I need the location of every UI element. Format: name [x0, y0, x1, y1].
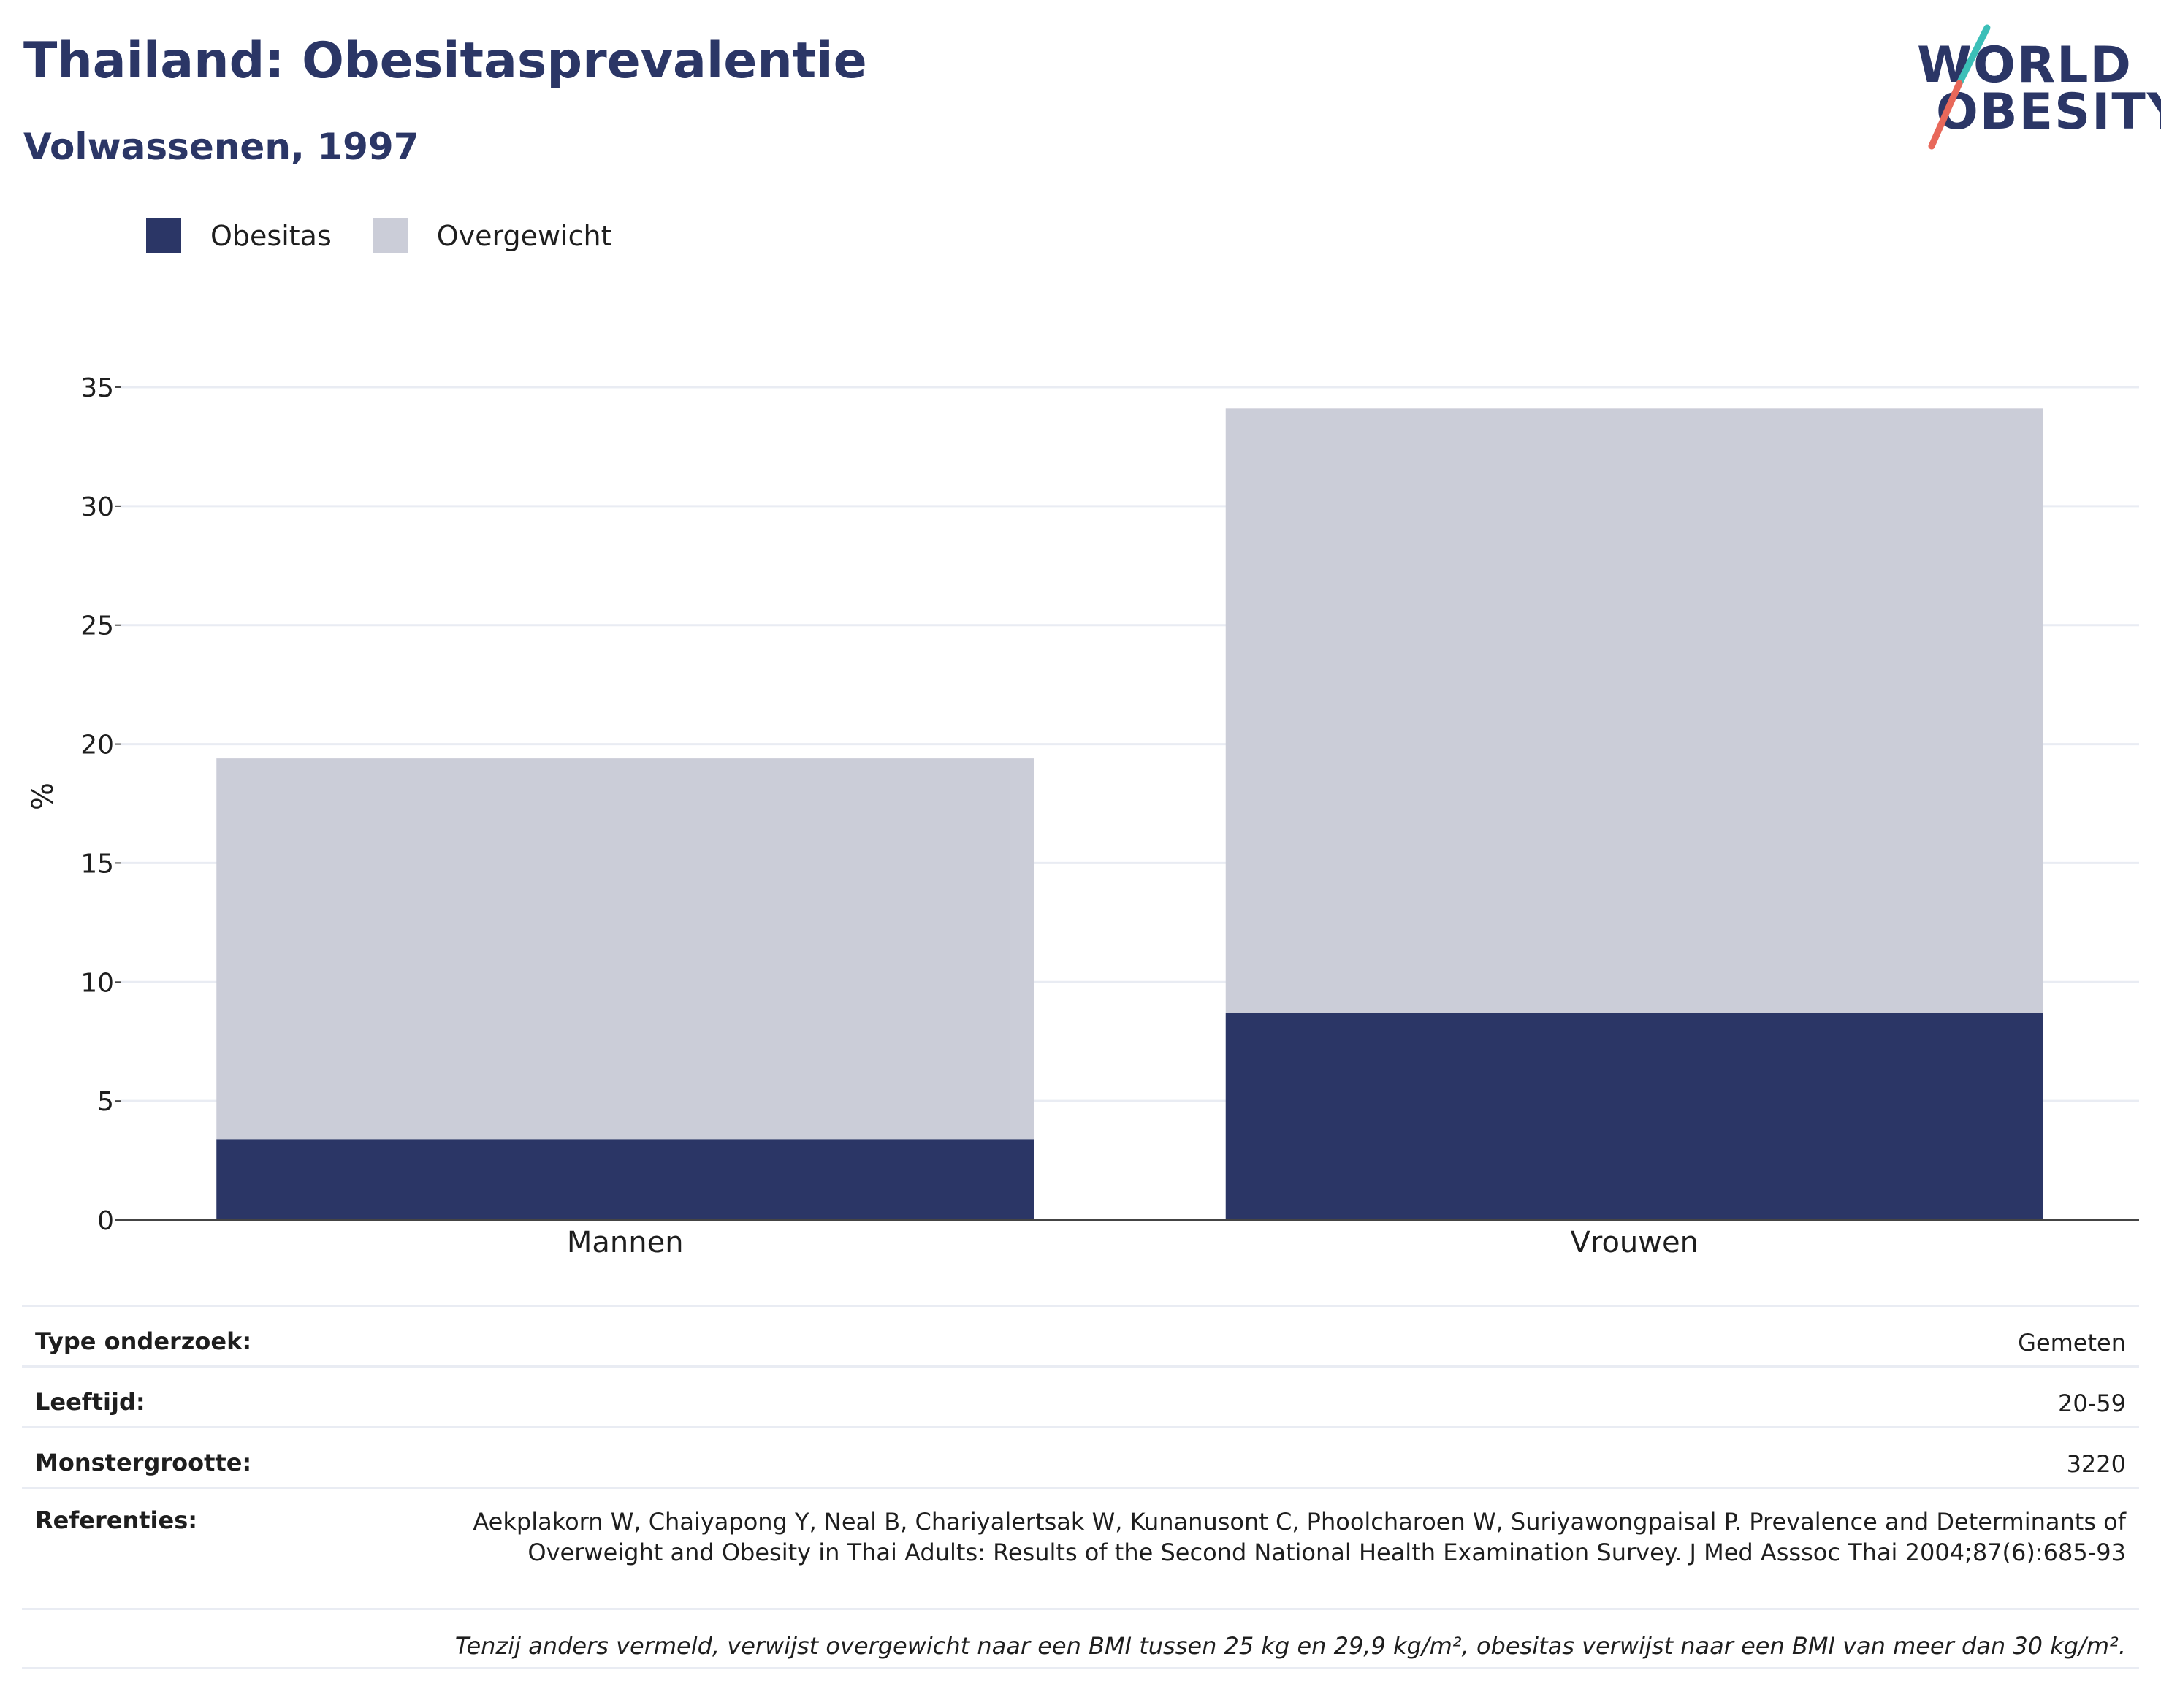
y-tick-label: 20	[80, 731, 114, 760]
survey-metadata-table: Type onderzoek: Gemeten Leeftijd: 20-59 …	[22, 1305, 2139, 1669]
survey-type-value: Gemeten	[2018, 1329, 2126, 1357]
logo-word-world: WORLD	[1917, 37, 2133, 94]
chart-subtitle: Volwassenen, 1997	[23, 126, 419, 168]
age-label: Leeftijd:	[35, 1388, 145, 1416]
y-tick-label: 15	[80, 849, 114, 879]
y-tick-label: 25	[80, 611, 114, 641]
meta-row-age: Leeftijd: 20-59	[22, 1365, 2139, 1426]
chart-legend: Obesitas Overgewicht	[146, 218, 653, 254]
world-obesity-logo: WORLD OBESITY	[1907, 22, 2161, 153]
bar-mannen-obesitas	[216, 1139, 1034, 1220]
references-value: Aekplakorn W, Chaiyapong Y, Neal B, Char…	[473, 1508, 2126, 1566]
references-label: Referenties:	[35, 1506, 198, 1534]
sample-size-label: Monstergrootte:	[35, 1449, 252, 1476]
logo-slash-icon	[1928, 24, 1991, 150]
chart-bars	[216, 408, 2043, 1220]
logo-word-obesity: OBESITY	[1936, 83, 2161, 141]
legend-swatch-obesitas	[146, 218, 181, 253]
y-axis-label: %	[26, 782, 60, 810]
chart-title: Thailand: Obesitasprevalentie	[23, 32, 867, 90]
legend-item-obesitas: Obesitas	[146, 218, 332, 253]
meta-row-sample-size: Monstergrootte: 3220	[22, 1426, 2139, 1487]
x-tick-label: Vrouwen	[1571, 1226, 1699, 1259]
legend-item-overgewicht: Overgewicht	[372, 218, 612, 253]
chart-axes: 0 5 10 15 20 25 30 35 Mannen Vrouwen	[80, 373, 2139, 1259]
meta-row-references: Referenties: Aekplakorn W, Chaiyapong Y,…	[22, 1487, 2139, 1608]
bmi-definition-note: Tenzij anders vermeld, verwijst overgewi…	[454, 1632, 2126, 1660]
survey-type-label: Type onderzoek:	[35, 1327, 252, 1355]
meta-row-survey-type: Type onderzoek: Gemeten	[22, 1305, 2139, 1365]
age-value: 20-59	[2058, 1389, 2126, 1417]
meta-row-footnote: Tenzij anders vermeld, verwijst overgewi…	[22, 1608, 2139, 1669]
bar-chart: 0 5 10 15 20 25 30 35 Mannen Vrouwen %	[26, 373, 2139, 1259]
sample-size-value: 3220	[2066, 1450, 2126, 1478]
bar-vrouwen-overgewicht	[1225, 408, 2043, 1013]
y-tick-label: 30	[80, 492, 114, 522]
legend-swatch-overgewicht	[372, 218, 408, 253]
y-tick-label: 0	[97, 1206, 114, 1236]
legend-label-obesitas: Obesitas	[210, 220, 332, 252]
bar-vrouwen-obesitas	[1225, 1013, 2043, 1220]
y-tick-label: 35	[80, 373, 114, 403]
y-tick-label: 5	[97, 1087, 114, 1117]
y-tick-label: 10	[80, 968, 114, 998]
legend-label-overgewicht: Overgewicht	[436, 220, 612, 252]
x-tick-label: Mannen	[567, 1226, 684, 1259]
bar-mannen-overgewicht	[216, 758, 1034, 1140]
